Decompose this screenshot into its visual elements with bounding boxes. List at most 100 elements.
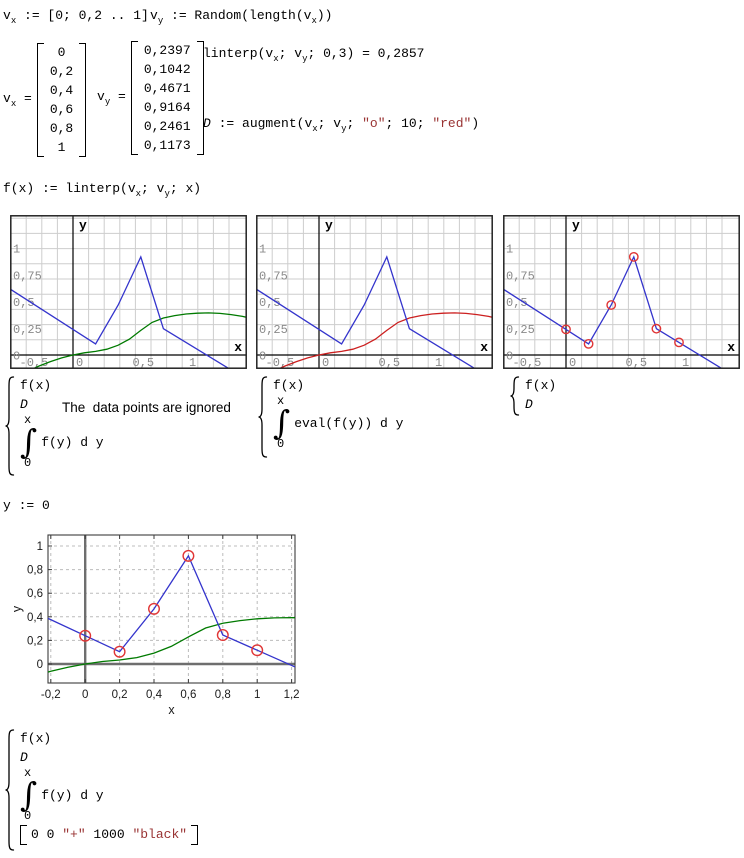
svg-text:-0,5: -0,5	[20, 356, 49, 369]
svg-text:0,2: 0,2	[27, 635, 43, 647]
integrand: f(y) d y	[41, 787, 104, 803]
matrix-cell: 0,2461	[143, 119, 191, 134]
svg-text:0,4: 0,4	[146, 689, 163, 701]
svg-text:y: y	[325, 218, 333, 233]
expr-linterp-eval[interactable]: linterp(vx; vy; 0,3) = 0,2857	[203, 46, 425, 64]
right-bracket	[196, 41, 204, 155]
integral-lower-limit: 0	[277, 437, 285, 451]
matrix-cell: 1	[57, 140, 66, 155]
plot4-arg-style-vector: 0 0 "+" 1000 "black"	[20, 825, 199, 845]
text-region-note[interactable]: The data points are ignored	[62, 400, 231, 415]
plot-linterp-integral-eval-red[interactable]: 10,750,50,250 -0,5 0 0,5 1yx	[256, 215, 493, 369]
svg-text:0,4: 0,4	[27, 612, 44, 624]
plot1-arg-d: D	[20, 397, 28, 412]
svg-text:1: 1	[506, 243, 513, 257]
plot2-arg-integral: x ∫ eval(f(y)) d y 0	[273, 395, 403, 451]
integral-lower-limit: 0	[24, 809, 32, 823]
expr-vx-matrix[interactable]: vx = 0 0,2 0,4 0,6 0,8 1	[3, 43, 87, 157]
svg-text:0,25: 0,25	[259, 323, 288, 337]
svg-text:1: 1	[13, 243, 20, 257]
expr-vy-matrix[interactable]: vy = 0,2397 0,1042 0,4671 0,9164 0,2461 0,117…	[97, 41, 204, 155]
integral-upper-limit: x	[24, 413, 32, 427]
matrix-cell: 0,1173	[143, 138, 191, 153]
matrix-cell: 0,4	[49, 83, 74, 98]
matrix-cell: 0,2	[49, 64, 74, 79]
plot4-arg-integral: x ∫ f(y) d y 0	[20, 767, 198, 823]
curly-brace	[258, 376, 268, 458]
svg-text:-0,2: -0,2	[41, 689, 61, 701]
svg-text:1: 1	[189, 356, 196, 369]
svg-text:-0,5: -0,5	[513, 356, 542, 369]
svg-text:1: 1	[37, 541, 43, 553]
integrand: eval(f(y)) d y	[294, 415, 404, 431]
plot1-definition[interactable]: f(x) D x ∫ f(y) d y 0	[4, 376, 104, 476]
matrix-cell: 0,6	[49, 102, 74, 117]
svg-text:-0,5: -0,5	[266, 356, 295, 369]
integral-icon: ∫	[273, 403, 291, 442]
svg-text:1: 1	[259, 243, 266, 257]
svg-text:1: 1	[682, 356, 689, 369]
plot2-definition[interactable]: f(x) x ∫ eval(f(y)) d y 0	[257, 376, 403, 458]
svg-text:x: x	[727, 340, 735, 355]
matrix-cell: 0,8	[49, 121, 74, 136]
vx-matrix-values: 0 0,2 0,4 0,6 0,8 1	[45, 43, 78, 157]
expr-y-def[interactable]: y := 0	[3, 498, 50, 513]
svg-text:x: x	[168, 703, 175, 717]
matrix-cell: 0,1042	[143, 62, 191, 77]
svg-text:0: 0	[13, 350, 20, 364]
svg-text:0,6: 0,6	[27, 588, 43, 600]
plot3-definition[interactable]: f(x) D	[509, 376, 556, 416]
svg-text:x: x	[234, 340, 242, 355]
svg-text:0: 0	[37, 659, 43, 671]
expr-augment-def[interactable]: D := augment(vx; vy; "o"; 10; "red")	[203, 116, 480, 134]
integral-upper-limit: x	[24, 766, 32, 780]
plot-linterp-datapoints[interactable]: 10,750,50,250 -0,5 0 0,5 1yx	[503, 215, 740, 369]
svg-text:y: y	[10, 605, 24, 612]
vx-matrix-label: vx =	[3, 91, 32, 109]
left-bracket	[20, 825, 27, 845]
svg-text:1: 1	[254, 689, 260, 701]
plot-linterp-integral-green[interactable]: 10,750,50,250 -0,5 0 0,5 1yx	[10, 215, 247, 369]
matrix-cell: 0,9164	[143, 100, 191, 115]
vy-matrix-label: vy =	[97, 89, 126, 107]
plot3-arg-d: D	[525, 397, 533, 412]
plot4-arg-d: D	[20, 750, 28, 765]
matrix-cell: 0,2397	[143, 43, 191, 58]
integral-lower-limit: 0	[24, 456, 32, 470]
svg-text:0,75: 0,75	[506, 269, 535, 283]
svg-text:0: 0	[76, 356, 83, 369]
svg-text:0: 0	[569, 356, 576, 369]
expr-f-def[interactable]: f(x) := linterp(vx; vy; x)	[3, 181, 202, 199]
right-bracket	[79, 43, 87, 157]
plot2-arg-f: f(x)	[273, 378, 305, 393]
curly-brace	[5, 376, 15, 476]
svg-text:0,5: 0,5	[506, 296, 528, 310]
svg-text:0,5: 0,5	[133, 356, 155, 369]
left-bracket	[130, 41, 138, 155]
svg-text:0,6: 0,6	[180, 689, 196, 701]
svg-text:0: 0	[322, 356, 329, 369]
plot3-arg-f: f(x)	[525, 378, 557, 393]
svg-text:1,2: 1,2	[284, 689, 300, 701]
svg-text:0: 0	[259, 350, 266, 364]
vy-matrix-values: 0,2397 0,1042 0,4671 0,9164 0,2461 0,1173	[139, 41, 196, 155]
matrix-cell: 0	[57, 45, 66, 60]
svg-text:0: 0	[82, 689, 88, 701]
svg-text:0,8: 0,8	[215, 689, 231, 701]
integral-icon: ∫	[20, 775, 38, 814]
right-bracket	[191, 825, 199, 845]
integrand: f(y) d y	[41, 434, 104, 450]
integral-icon: ∫	[20, 422, 38, 461]
svg-text:0: 0	[506, 350, 513, 364]
svg-text:0,75: 0,75	[259, 269, 288, 283]
plot-large-framed[interactable]: -0,2 0 0,2 0,4 0,6 0,8 1 1,2 0 0,2 0,4 0,6 0,8 1 x y	[10, 528, 320, 726]
expr-vx-range-def[interactable]: vx := [0; 0,2 .. 1]	[3, 8, 149, 26]
left-bracket	[36, 43, 44, 157]
curly-brace	[510, 376, 520, 416]
expr-vy-random-def[interactable]: vy := Random(length(vx))	[150, 8, 333, 26]
plot4-definition[interactable]: f(x) D x ∫ f(y) d y 0 0 0 "+" 1000 "blac…	[4, 729, 199, 851]
svg-text:0,25: 0,25	[506, 323, 535, 337]
svg-text:1: 1	[435, 356, 442, 369]
svg-text:0,75: 0,75	[13, 269, 42, 283]
svg-text:0,5: 0,5	[626, 356, 648, 369]
